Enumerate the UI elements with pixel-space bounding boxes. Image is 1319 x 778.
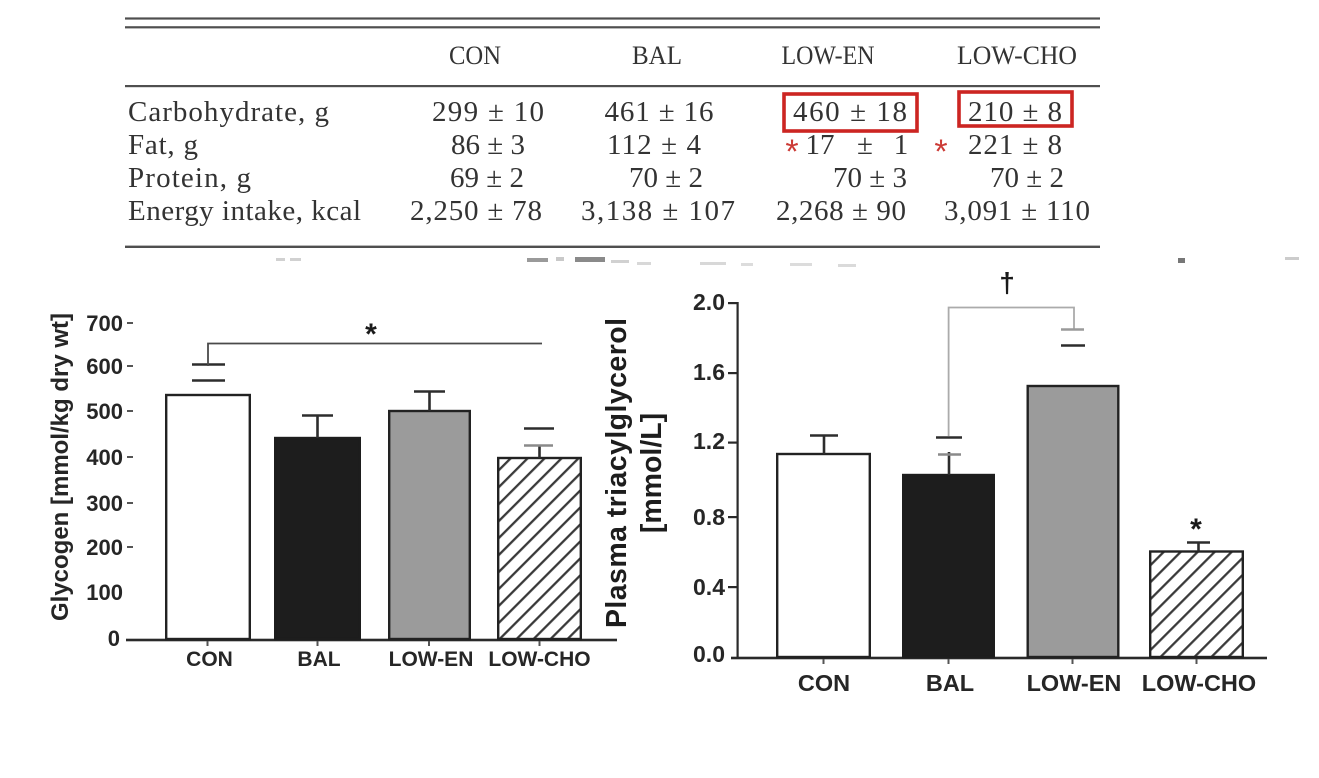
svg-text:400: 400	[86, 445, 123, 470]
svg-text:700: 700	[86, 311, 123, 336]
svg-text:LOW-EN: LOW-EN	[782, 41, 875, 70]
svg-text:500: 500	[86, 399, 123, 424]
svg-text:1: 1	[894, 129, 909, 161]
svg-text:*: *	[934, 133, 947, 171]
svg-text:CON: CON	[449, 41, 501, 70]
svg-text:LOW-CHO: LOW-CHO	[957, 41, 1077, 70]
svg-text:[mmol/L]: [mmol/L]	[636, 413, 668, 533]
svg-text:2.0: 2.0	[693, 289, 725, 315]
svg-text:*: *	[785, 133, 798, 171]
svg-text:300: 300	[86, 491, 123, 516]
svg-text:BAL: BAL	[297, 648, 340, 671]
svg-text:†: †	[999, 267, 1015, 298]
svg-text:BAL: BAL	[632, 41, 682, 70]
svg-text:70 ± 3: 70 ± 3	[833, 162, 907, 194]
svg-text:0.0: 0.0	[693, 641, 725, 667]
svg-text:0.4: 0.4	[693, 574, 725, 600]
svg-text:±: ±	[857, 129, 873, 161]
svg-text:LOW-EN: LOW-EN	[1027, 670, 1122, 696]
svg-text:2,250 ± 78: 2,250 ± 78	[410, 195, 542, 227]
svg-text:69 ± 2: 69 ± 2	[450, 162, 524, 194]
svg-text:2,268 ± 90: 2,268 ± 90	[776, 195, 906, 227]
svg-text:LOW-EN: LOW-EN	[389, 648, 474, 671]
svg-text:Fat, g: Fat, g	[128, 129, 198, 161]
svg-text:299 ± 10: 299 ± 10	[432, 96, 544, 128]
svg-text:17: 17	[806, 129, 835, 161]
svg-text:CON: CON	[798, 670, 850, 696]
svg-text:1.2: 1.2	[693, 428, 725, 454]
svg-text:70 ± 2: 70 ± 2	[629, 162, 703, 194]
svg-text:Energy intake, kcal: Energy intake, kcal	[128, 195, 361, 227]
svg-text:3,091 ± 110: 3,091 ± 110	[944, 195, 1090, 227]
svg-text:LOW-CHO: LOW-CHO	[1142, 670, 1256, 696]
svg-text:Carbohydrate, g: Carbohydrate, g	[128, 96, 329, 128]
svg-text:112 ± 4: 112 ± 4	[607, 129, 702, 161]
svg-text:BAL: BAL	[926, 670, 974, 696]
svg-text:461 ± 16: 461 ± 16	[605, 96, 714, 128]
svg-text:600: 600	[86, 354, 123, 379]
svg-text:Plasma triacylglycerol: Plasma triacylglycerol	[601, 318, 633, 628]
svg-text:460 ± 18: 460 ± 18	[793, 96, 907, 128]
svg-text:200: 200	[86, 535, 123, 560]
svg-text:0.8: 0.8	[693, 504, 725, 530]
svg-text:70 ± 2: 70 ± 2	[990, 162, 1064, 194]
svg-text:3,138 ± 107: 3,138 ± 107	[581, 195, 735, 227]
svg-text:Protein, g: Protein, g	[128, 162, 251, 194]
svg-text:Glycogen [mmol/kg dry wt]: Glycogen [mmol/kg dry wt]	[47, 313, 74, 621]
svg-text:86 ± 3: 86 ± 3	[451, 129, 525, 161]
svg-text:210 ± 8: 210 ± 8	[968, 96, 1062, 128]
svg-text:100: 100	[86, 580, 123, 605]
svg-text:*: *	[1190, 513, 1202, 546]
svg-text:*: *	[365, 318, 377, 351]
svg-text:0: 0	[108, 626, 120, 651]
svg-text:221 ± 8: 221 ± 8	[968, 129, 1062, 161]
svg-text:1.6: 1.6	[693, 359, 725, 385]
svg-text:LOW-CHO: LOW-CHO	[488, 648, 590, 671]
svg-text:CON: CON	[186, 648, 233, 671]
